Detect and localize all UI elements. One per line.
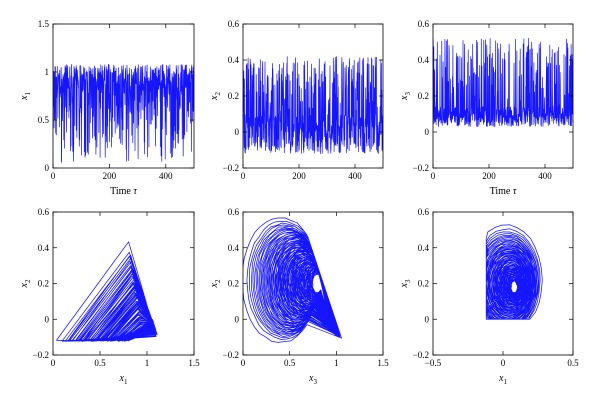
y-axis-label-p6: x3 (399, 279, 412, 288)
y-tick-label-p6: 0.2 (418, 279, 429, 289)
x-tick-label-p2: 0 (241, 171, 246, 181)
y-axis-label-p3: x3 (399, 92, 412, 101)
y-tick-label-p4: 0.6 (38, 207, 50, 217)
y-tick-label-p1: 1 (45, 67, 50, 77)
x-tick-label-p6: 0 (501, 358, 506, 368)
x-axis-label-p5: x3 (308, 373, 317, 386)
series-line-p6 (485, 224, 543, 320)
y-axis-label-p2: x2 (209, 92, 222, 101)
y-tick-label-p5: −0.2 (223, 350, 239, 360)
y-tick-label-p6: 0 (425, 314, 430, 324)
x-axis-label-p1: Time τ (110, 186, 137, 197)
x-tick-label-p1: 0 (51, 171, 56, 181)
x-tick-label-p5: 0 (241, 358, 246, 368)
x-tick-label-p6: 0.5 (567, 358, 579, 368)
x-tick-label-p3: 400 (538, 171, 552, 181)
y-tick-label-p2: 0.6 (228, 19, 240, 29)
y-tick-label-p5: 0.2 (228, 279, 239, 289)
x-axis-label-p3: Time τ (490, 186, 517, 197)
subplot-p1: 0 200 400 0 0.5 1 1.5 Time τ x1 (19, 19, 195, 197)
x-tick-label-p4: 0 (51, 358, 56, 368)
plot-frame-p1 (52, 23, 195, 169)
x-tick-label-p2: 200 (292, 171, 306, 181)
x-tick-label-p5: 1.5 (377, 358, 389, 368)
x-tick-label-p1: 400 (159, 171, 173, 181)
subplot-p2: 0 200 400−0.200.20.40.6x2 (209, 19, 384, 181)
x-tick-label-p3: 200 (482, 171, 496, 181)
series-line-p4 (56, 241, 158, 342)
y-tick-label-p2: 0.4 (228, 55, 240, 65)
y-axis-label-p1: x1 (19, 92, 32, 101)
x-tick-label-p4: 1.5 (188, 358, 200, 368)
y-tick-label-p1: 1.5 (38, 19, 50, 29)
y-tick-label-p4: 0.2 (38, 279, 49, 289)
x-tick-label-p2: 400 (348, 171, 362, 181)
y-tick-label-p5: 0 (235, 314, 240, 324)
y-tick-label-p3: 0.2 (418, 91, 429, 101)
y-tick-label-p3: 0 (425, 127, 430, 137)
y-tick-label-p2: 0.2 (228, 91, 239, 101)
y-tick-label-p5: 0.6 (228, 207, 240, 217)
x-tick-label-p4: 0.5 (94, 358, 106, 368)
x-tick-label-p1: 200 (103, 171, 117, 181)
y-tick-label-p4: 0 (45, 314, 50, 324)
y-tick-label-p6: 0.6 (418, 207, 430, 217)
x-tick-label-p4: 1 (145, 358, 150, 368)
y-tick-label-p2: 0 (235, 127, 240, 137)
series-line-p3 (433, 38, 573, 127)
y-axis-label-p5: x2 (209, 279, 222, 288)
x-tick-label-p5: 1 (334, 358, 339, 368)
y-tick-label-p1: 0 (45, 163, 50, 173)
y-tick-label-p3: 0.4 (418, 55, 430, 65)
y-tick-label-p3: 0.6 (418, 19, 430, 29)
x-tick-label-p6: −0.5 (425, 358, 442, 368)
x-tick-label-p5: 0.5 (284, 358, 296, 368)
y-tick-label-p6: 0.4 (418, 243, 430, 253)
y-tick-label-p5: 0.4 (228, 243, 240, 253)
y-tick-label-p4: 0.4 (38, 243, 50, 253)
x-axis-label-p4: x1 (119, 373, 128, 386)
y-tick-label-p1: 0.5 (38, 115, 50, 125)
series-line-p5 (243, 217, 342, 343)
series-line-p1 (53, 63, 194, 163)
y-axis-label-p4: x2 (19, 279, 32, 288)
series-line-p2 (243, 56, 383, 154)
y-tick-label-p4: −0.2 (33, 350, 49, 360)
subplot-p6: −0.5 0 0.5 −0.2 0 0.2 0.4 0.6 x1 x3 (399, 207, 579, 386)
y-tick-label-p6: −0.2 (413, 350, 429, 360)
x-tick-label-p3: 0 (431, 171, 436, 181)
y-tick-label-p3: −0.2 (413, 163, 429, 173)
x-axis-label-p6: x1 (498, 373, 507, 386)
y-tick-label-p2: −0.2 (223, 163, 239, 173)
